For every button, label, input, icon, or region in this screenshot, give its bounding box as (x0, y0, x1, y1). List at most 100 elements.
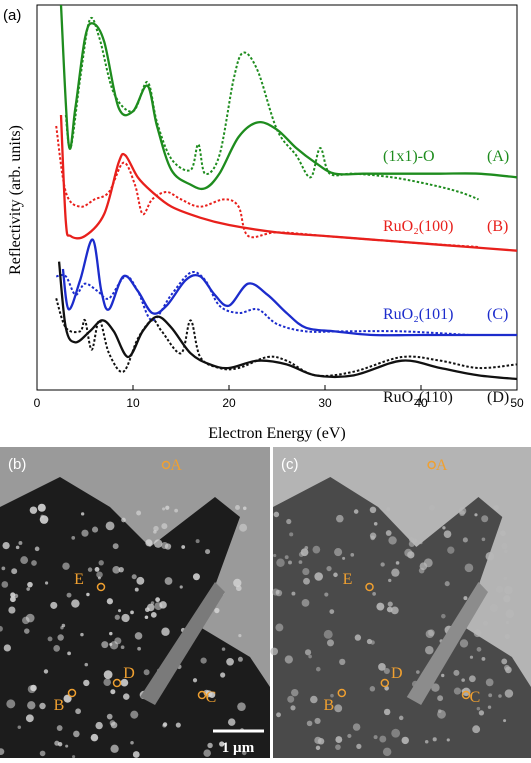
grain (98, 560, 104, 566)
curve-label: (1x1)-O (383, 148, 435, 165)
grain (175, 722, 181, 728)
grain (443, 530, 452, 538)
grain (214, 607, 220, 614)
grain (315, 666, 321, 672)
point-label: E (343, 571, 353, 588)
grain (489, 603, 498, 612)
grain (391, 728, 401, 738)
grain (150, 611, 157, 618)
grain (43, 669, 49, 674)
grain (233, 578, 242, 588)
point-label: C (470, 689, 481, 706)
grain (461, 678, 465, 682)
grain (330, 693, 334, 698)
grain (441, 673, 445, 678)
grain (136, 510, 142, 516)
curve-label: RuO₂(110) (383, 389, 453, 406)
grain (425, 645, 434, 655)
grain (503, 549, 508, 554)
micrograph: (b) A E D B C 1 µm (0, 447, 270, 759)
series-line (61, 238, 517, 337)
grain (487, 705, 492, 709)
grain (6, 699, 16, 709)
grain (288, 560, 292, 565)
grain (388, 536, 397, 545)
grain (505, 609, 515, 619)
grain (424, 740, 429, 744)
grain (161, 541, 169, 550)
grain (385, 530, 392, 536)
grain (238, 634, 242, 638)
grain (237, 702, 246, 711)
grain (458, 507, 467, 515)
grain (83, 679, 90, 687)
grain (398, 715, 404, 721)
grain (205, 549, 211, 555)
grain (136, 576, 145, 585)
grain (356, 743, 362, 750)
grain (1, 566, 6, 571)
grain (109, 720, 116, 726)
grain (386, 507, 391, 512)
grain (382, 747, 392, 757)
grain (503, 595, 511, 603)
panel-label: (c) (281, 456, 299, 473)
grain (10, 592, 16, 598)
grain (464, 563, 474, 573)
grain (39, 750, 46, 757)
grain (302, 568, 310, 576)
grain (106, 713, 113, 720)
point-marker (197, 690, 207, 700)
grain (241, 750, 247, 756)
grain (31, 560, 37, 566)
grain (146, 603, 155, 612)
grain (17, 725, 22, 730)
grain (0, 625, 3, 632)
grain (86, 592, 90, 597)
grain (442, 526, 446, 530)
grain (462, 537, 468, 543)
grain (103, 670, 113, 680)
grain (386, 606, 393, 613)
grain (304, 546, 309, 550)
grain (369, 506, 377, 514)
grain (284, 655, 293, 664)
grain (275, 590, 280, 594)
panel-label: (b) (8, 456, 26, 473)
grain (103, 678, 112, 687)
series-line (56, 271, 470, 336)
grain (478, 710, 485, 716)
grain (287, 695, 295, 703)
grain (326, 639, 335, 647)
grain (200, 657, 207, 664)
grain (87, 567, 93, 572)
grain (239, 523, 248, 532)
grain (219, 741, 225, 747)
point-label: B (54, 697, 65, 714)
grain (380, 562, 385, 567)
grain (383, 708, 391, 716)
grain (37, 503, 46, 512)
grain (130, 741, 134, 745)
grain (378, 663, 386, 671)
point-label: B (323, 697, 334, 714)
grain (342, 556, 346, 560)
scale-bar-label: 1 µm (222, 740, 255, 756)
grain (161, 523, 168, 530)
grain (164, 577, 173, 585)
grain (109, 642, 113, 646)
grain (29, 506, 38, 514)
lines (55, 5, 517, 381)
grain (91, 526, 99, 533)
grain (0, 748, 5, 755)
grain (495, 585, 504, 593)
grain (66, 592, 72, 598)
grain (226, 657, 234, 666)
grain (408, 541, 415, 548)
grain (237, 656, 243, 662)
grain (501, 658, 508, 665)
grain (94, 566, 100, 572)
grain (504, 633, 510, 640)
grain (289, 532, 294, 537)
